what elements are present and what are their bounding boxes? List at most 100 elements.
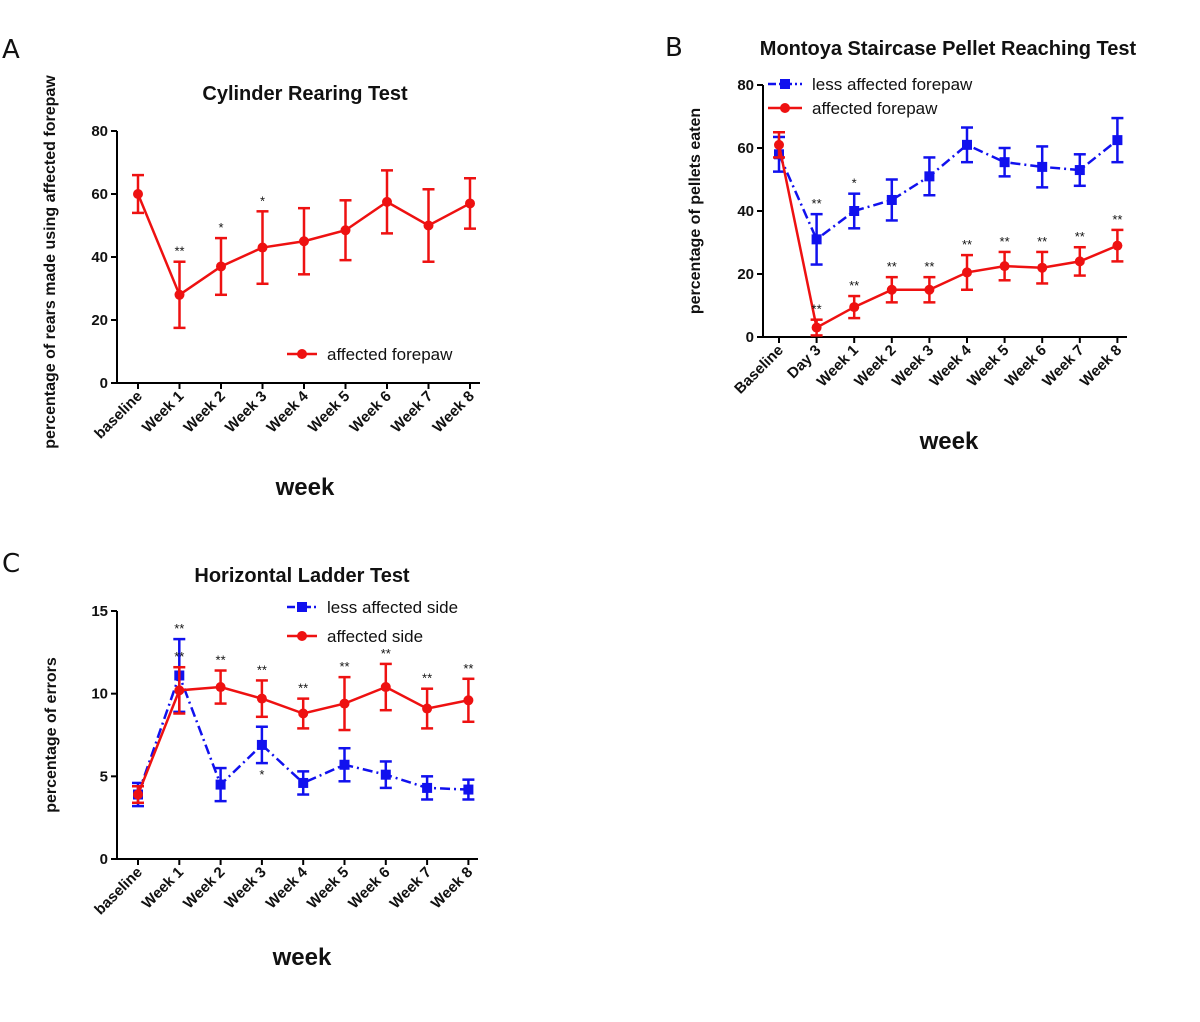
panel-letter-c: C xyxy=(2,549,20,579)
panel-c-legend-label: less affected side xyxy=(327,598,458,617)
panel-b-legend-label: less affected forepaw xyxy=(812,75,973,94)
panel-c-xtick-label: Week 5 xyxy=(304,864,352,912)
panel-c-series-affected-side-sig-label: ** xyxy=(339,659,349,674)
panel-c-xtick-label: baseline xyxy=(91,864,145,918)
panel-a-ylabel: percentage of rears made using affected … xyxy=(42,75,59,449)
panel-c-series-less-affected-side-sig-label: ** xyxy=(174,621,184,636)
panel-a-ytick-label: 0 xyxy=(100,375,108,392)
panel-b-legend-entry: affected forepaw xyxy=(768,99,938,118)
panel-b-legend-marker xyxy=(780,103,790,113)
panel-c-series-affected-side-point xyxy=(298,708,309,719)
panel-c-legend-entry: less affected side xyxy=(287,598,458,617)
panel-b: B Montoya Staircase Pellet Reaching Test… xyxy=(665,33,1137,455)
panel-c-xlabel: week xyxy=(272,944,332,971)
panel-c-xtick-label: Week 4 xyxy=(263,863,312,912)
panel-a-xlabel: week xyxy=(275,474,335,501)
panel-b-legend-marker xyxy=(780,79,790,89)
panel-c: C Horizontal Ladder Test percentage of e… xyxy=(2,549,478,971)
panel-a-xtick-label: Week 2 xyxy=(180,388,228,436)
panel-b-series-less-affected-forepaw-point xyxy=(811,234,822,245)
panel-c-legend-entry: affected side xyxy=(287,627,423,646)
panel-a-series-affected-forepaw-sig-label: ** xyxy=(174,244,184,259)
panel-c-series-affected-side-sig-label: ** xyxy=(381,646,391,661)
panel-a-xtick-label: Week 1 xyxy=(139,388,187,436)
panel-b-xtick-label: Baseline xyxy=(731,342,787,398)
panel-c-series-affected-side-sig-label: ** xyxy=(257,662,267,677)
panel-c-series-affected-side-point xyxy=(339,698,350,709)
panel-c-series-less-affected-side-point xyxy=(339,759,350,770)
panel-c-series-less-affected-side-point xyxy=(463,784,474,795)
panel-a-xtick-label: Week 7 xyxy=(388,388,436,436)
panel-c-xtick-label: Week 2 xyxy=(180,864,228,912)
panel-a-legend-entry: affected forepaw xyxy=(287,345,453,364)
panel-b-series-affected-forepaw-point xyxy=(1112,240,1123,251)
panel-a-title: Cylinder Rearing Test xyxy=(202,83,408,105)
panel-b-series-affected-forepaw-sig-label: ** xyxy=(1037,234,1047,249)
panel-a-series-affected-forepaw-point xyxy=(299,236,309,247)
panel-b-series-less-affected-forepaw-point xyxy=(1074,165,1085,176)
panel-c-xtick-label: Week 6 xyxy=(345,864,393,912)
panel-b-series-affected-forepaw-point xyxy=(999,261,1010,272)
panel-c-series-affected-side-point xyxy=(256,693,267,704)
panel-c-ytick-label: 10 xyxy=(91,686,108,703)
panel-b-series-less-affected-forepaw-point xyxy=(999,157,1010,168)
panel-a-series-affected-forepaw-point xyxy=(423,220,434,231)
panel-b-series-less-affected-forepaw-point xyxy=(1037,161,1048,172)
panel-c-series-less-affected-side-line xyxy=(136,671,469,795)
panel-a-xtick-label: baseline xyxy=(91,388,145,442)
panel-b-title: Montoya Staircase Pellet Reaching Test xyxy=(760,38,1137,60)
panel-a-xtick-label: Week 3 xyxy=(222,388,270,436)
panel-a-series-affected-forepaw-point xyxy=(382,196,392,207)
panel-a-ytick-label: 60 xyxy=(91,186,108,203)
panel-a-series-affected-forepaw: **** xyxy=(132,169,476,330)
panel-c-series-affected-side-sig-label: ** xyxy=(463,661,473,676)
panel-b-series-affected-forepaw-sig-label: ** xyxy=(849,278,859,293)
panel-b-series-less-affected-forepaw-line xyxy=(777,139,1119,242)
panel-c-series-affected-side-point xyxy=(215,682,226,693)
panel-c-ylabel: percentage of errors xyxy=(43,657,60,813)
panel-b-series-affected-forepaw-point xyxy=(811,322,822,333)
panel-b-series-less-affected-forepaw-sig-label: ** xyxy=(812,196,822,211)
panel-a-xtick-label: Week 4 xyxy=(263,387,312,436)
panel-a-ytick-label: 20 xyxy=(91,312,108,329)
panel-a: A Cylinder Rearing Test percentage of re… xyxy=(2,35,480,501)
panel-a-xtick-label: Week 5 xyxy=(305,388,353,436)
panel-c-ytick-label: 0 xyxy=(100,851,108,868)
panel-c-xtick-label: Week 1 xyxy=(139,864,187,912)
panel-a-legend-marker xyxy=(297,349,307,359)
panel-b-ytick-label: 40 xyxy=(737,203,754,220)
panel-c-series-affected-side-sig-label: ** xyxy=(174,649,184,664)
panel-b-series-affected-forepaw-sig-label: ** xyxy=(1075,229,1085,244)
panel-b-series-affected-forepaw-point xyxy=(849,302,860,313)
panel-b-series-affected-forepaw-sig-label: ** xyxy=(924,259,934,274)
panel-a-series-affected-forepaw-point xyxy=(340,225,351,236)
panel-c-legend-marker xyxy=(297,631,307,641)
panel-c-series-affected-side-point xyxy=(422,703,433,714)
panel-c-series-less-affected-side-point xyxy=(298,777,309,788)
panel-b-series-less-affected-forepaw-point xyxy=(1112,135,1123,146)
panel-c-series-affected-side-point xyxy=(463,695,474,706)
panel-c-series-affected-side: ** ** ** ** ** ** ** ** xyxy=(132,646,475,805)
panel-b-series-less-affected-forepaw-point xyxy=(886,194,897,205)
panel-c-xtick-label: Week 7 xyxy=(387,864,435,912)
panel-b-series-less-affected-forepaw-point xyxy=(924,171,935,182)
panel-c-title: Horizontal Ladder Test xyxy=(194,565,410,587)
panel-a-ytick-label: 40 xyxy=(91,249,108,266)
panel-letter-a: A xyxy=(2,35,20,65)
panel-b-xlabel: week xyxy=(919,428,979,455)
panel-b-series-less-affected-forepaw-point xyxy=(962,139,972,150)
panel-b-ytick-label: 0 xyxy=(746,329,754,346)
panel-b-legend-entry: less affected forepaw xyxy=(768,75,973,94)
panel-c-legend-label: affected side xyxy=(327,627,423,646)
panel-a-xtick-label: Week 8 xyxy=(429,388,477,436)
panel-a-series-affected-forepaw-point xyxy=(174,289,185,300)
panel-b-series-affected-forepaw-point xyxy=(924,284,935,295)
panel-b-series-less-affected-forepaw-sig-label: * xyxy=(852,176,857,191)
panel-b-series-affected-forepaw-line xyxy=(777,144,1118,330)
panel-b-series-affected-forepaw-sig-label: ** xyxy=(962,237,972,252)
panel-b-ytick-label: 20 xyxy=(737,266,754,283)
panel-b-legend-label: affected forepaw xyxy=(812,99,938,118)
panel-a-series-affected-forepaw-point xyxy=(465,198,475,209)
panel-b-series-affected-forepaw-point xyxy=(1074,256,1085,267)
